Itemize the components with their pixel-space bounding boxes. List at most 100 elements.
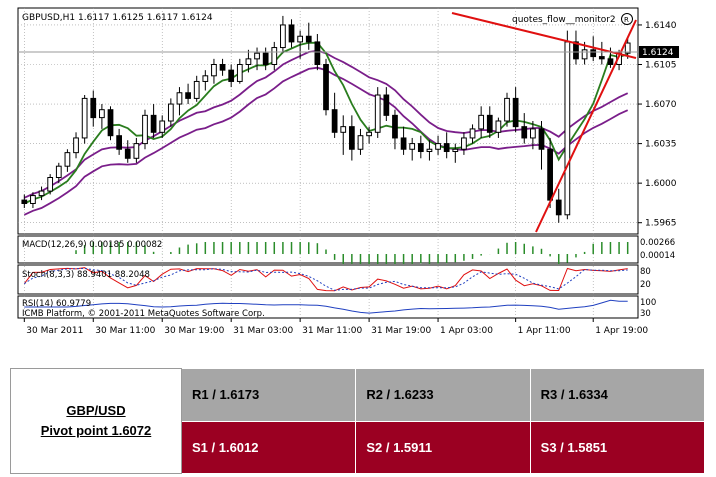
pair-name: GBP/USD <box>66 403 126 418</box>
candle-body <box>331 109 338 133</box>
candle-body <box>435 143 441 150</box>
candle-body <box>366 131 372 137</box>
candle-body <box>185 92 191 99</box>
candle-body <box>90 97 97 119</box>
candle-body <box>340 126 347 133</box>
s3-cell: S3 / 1.5851 <box>529 420 706 474</box>
x-tick-label: 30 Mar 11:00 <box>95 326 155 336</box>
candle-body <box>73 137 79 154</box>
candle-body <box>262 52 269 66</box>
candle-body <box>142 114 148 145</box>
x-tick-label: 31 Mar 11:00 <box>302 326 362 336</box>
candles <box>21 15 631 223</box>
y-axis: 1.6140 1.6105 1.6070 1.6035 1.6000 1.5965 <box>638 21 677 229</box>
y-tick-label: 1.6140 <box>645 21 677 31</box>
resistance-row: GBP/USD Pivot point 1.6072 R1 / 1.6173 R… <box>10 368 706 474</box>
stoch-signal-line <box>24 267 628 291</box>
candle-body <box>538 128 545 150</box>
rsi-label: RSI(14) 60.9779 <box>22 299 91 309</box>
price-chart: 1.6140 1.6105 1.6070 1.6035 1.6000 1.5965 30 … <box>17 7 679 336</box>
candle-body <box>357 135 364 150</box>
x-tick-label: 1 Apr 11:00 <box>518 326 571 336</box>
r2-cell: R2 / 1.6233 <box>355 368 531 422</box>
candle-body <box>426 148 433 153</box>
candle-body <box>193 80 200 99</box>
x-tick-label: 1 Apr 03:00 <box>440 326 493 336</box>
x-tick-label: 31 Mar 03:00 <box>233 326 293 336</box>
copyright-text: ICMB Platform, © 2001-2011 MetaQuotes So… <box>22 309 265 319</box>
candle-body <box>305 35 312 43</box>
candle-body <box>271 47 278 65</box>
trend-lines <box>451 12 637 233</box>
watermark-icon: R <box>621 13 633 25</box>
candle-body <box>21 199 28 204</box>
candle-body <box>547 148 553 201</box>
x-tick-label: 30 Mar 19:00 <box>164 326 224 336</box>
y-tick-label: 1.6105 <box>645 61 677 71</box>
x-tick-label: 1 Apr 19:00 <box>595 326 648 336</box>
rsi-line <box>24 299 628 314</box>
indicator-lines <box>23 242 629 314</box>
macd-label: MACD(12,26,9) 0.00185 0.00082 <box>22 240 162 250</box>
candle-body <box>288 24 295 43</box>
candle-body <box>159 120 166 133</box>
main-pane <box>17 7 639 235</box>
candle-body <box>314 41 321 66</box>
current-price-box <box>639 46 679 58</box>
candle-body <box>150 114 157 133</box>
candle-body <box>521 126 528 139</box>
x-tick-label: 30 Mar 2011 <box>26 326 83 336</box>
s1-cell: S1 / 1.6012 <box>180 420 357 474</box>
candle-body <box>530 128 536 139</box>
candle-body <box>495 120 502 133</box>
r1-cell: R1 / 1.6173 <box>180 368 357 422</box>
candle-body <box>107 109 114 137</box>
x-axis: 30 Mar 2011 30 Mar 11:00 30 Mar 19:00 31 Ma… <box>23 318 648 336</box>
macd-pane <box>17 235 639 264</box>
candle-body <box>512 97 519 128</box>
watermark-text: quotes_flow__monitor2 <box>512 15 616 25</box>
stoch-main-line <box>23 267 628 292</box>
candle-body <box>236 64 243 82</box>
macd-tick-bottom: 0.00014 <box>640 251 675 261</box>
candle-body <box>504 97 510 122</box>
candle-body <box>116 135 122 150</box>
candle-body <box>486 114 493 133</box>
candle-body <box>176 92 183 105</box>
candle-body <box>38 190 45 197</box>
candle-body <box>81 97 88 139</box>
candle-body <box>124 148 131 159</box>
ma-fast <box>23 41 628 205</box>
pivot-point: Pivot point 1.6072 <box>40 423 152 438</box>
candle-body <box>99 109 105 119</box>
candle-body <box>297 35 304 43</box>
stoch-label: Stoch(8,3,3) 88.9401 88.2048 <box>22 270 150 280</box>
candle-body <box>461 137 467 150</box>
rsi-tick-30: 30 <box>640 309 651 319</box>
candle-body <box>55 165 62 178</box>
candle-body <box>219 64 226 71</box>
y-tick-label: 1.6000 <box>645 179 677 189</box>
candle-body <box>624 42 631 54</box>
candle-body <box>452 148 459 153</box>
y-tick-label: 1.6035 <box>645 140 677 150</box>
candle-body <box>573 41 579 60</box>
candle-body <box>469 128 476 139</box>
candle-body <box>47 177 54 192</box>
candle-body <box>245 58 252 65</box>
candle-body <box>598 56 605 60</box>
candle-body <box>254 52 260 60</box>
rsi-tick-100: 100 <box>640 298 656 308</box>
stoch-pane <box>17 264 639 295</box>
stoch-tick-20: 20 <box>640 280 651 290</box>
pivot-table: GBP/USD Pivot point 1.6072 R1 / 1.6173 R… <box>10 368 706 474</box>
candle-body <box>607 58 614 65</box>
candle-body <box>400 137 407 150</box>
pair-cell: GBP/USD Pivot point 1.6072 <box>10 368 182 474</box>
candle-body <box>409 143 416 150</box>
candle-body <box>417 143 424 153</box>
candle-body <box>323 64 329 111</box>
y-tick-label: 1.6070 <box>645 100 677 110</box>
support-row: S1 / 1.6012 S2 / 1.5911 S3 / 1.5851 <box>11 420 706 474</box>
candle-body <box>133 143 140 159</box>
